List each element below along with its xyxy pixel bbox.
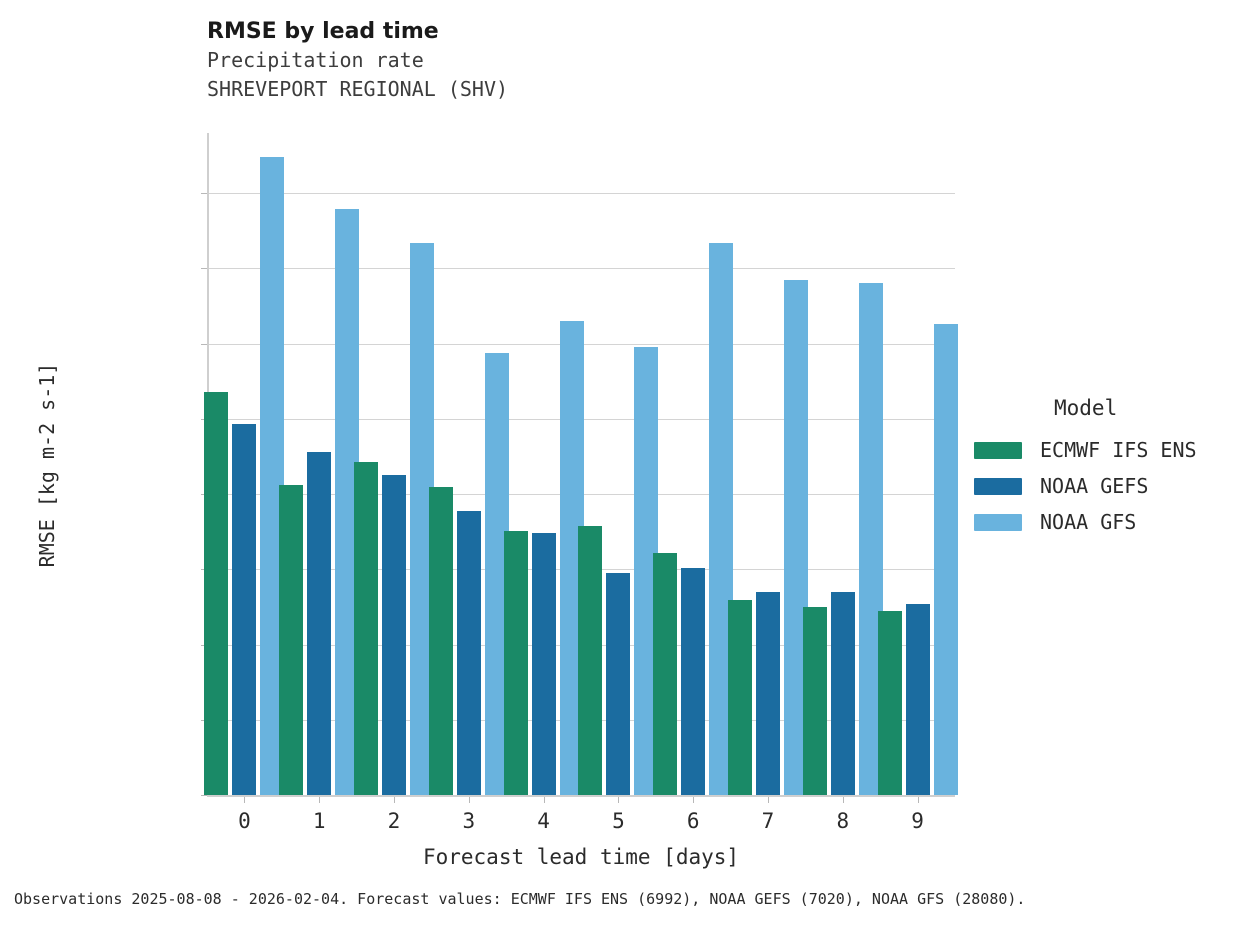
x-tick-mark — [917, 797, 919, 803]
legend-item-noaa-gfs[interactable]: NOAA GFS — [974, 504, 1244, 540]
x-tick-label: 6 — [686, 809, 700, 833]
x-tick-label: 0 — [238, 809, 251, 833]
bar-ecmwf-ifs-ens-lead-9 — [877, 611, 902, 795]
x-tick-label: 2 — [387, 809, 401, 833]
legend-swatch-icon — [974, 513, 1022, 531]
subtitle-station: SHREVEPORT REGIONAL (SHV) — [207, 77, 509, 101]
legend-swatch-icon — [974, 441, 1022, 459]
bar-ecmwf-ifs-ens-lead-4 — [503, 530, 528, 795]
x-tick-mark — [244, 797, 246, 803]
y-tick-mark — [201, 644, 207, 646]
x-tick-mark — [543, 797, 545, 803]
x-tick-label: 7 — [761, 809, 775, 833]
x-tick-label: 5 — [612, 809, 625, 833]
bar-ecmwf-ifs-ens-lead-6 — [653, 553, 678, 795]
bar-ecmwf-ifs-ens-lead-8 — [802, 606, 827, 795]
y-tick-mark — [201, 569, 207, 571]
footer-note: Observations 2025-08-08 - 2026-02-04. Fo… — [14, 890, 1026, 908]
bar-ecmwf-ifs-ens-lead-2 — [354, 462, 378, 795]
bar-noaa-gefs-lead-9 — [905, 604, 930, 795]
y-tick-mark — [201, 193, 207, 195]
x-tick-mark — [693, 797, 695, 803]
bar-ecmwf-ifs-ens-lead-3 — [428, 487, 453, 795]
y-gridline — [209, 268, 955, 270]
y-axis-title: RMSE [kg m-2 s-1] — [35, 362, 59, 568]
x-tick-mark — [842, 797, 844, 803]
bar-noaa-gefs-lead-6 — [681, 567, 706, 795]
x-axis-line — [207, 795, 955, 797]
chart-header: RMSE by lead time Precipitation rate SHR… — [207, 18, 508, 104]
bar-ecmwf-ifs-ens-lead-1 — [279, 484, 304, 795]
bar-ecmwf-ifs-ens-lead-5 — [578, 525, 603, 795]
y-tick-mark — [201, 795, 207, 796]
x-tick-label: 3 — [462, 809, 476, 833]
y-tick-mark — [201, 494, 207, 496]
bar-noaa-gefs-lead-2 — [382, 475, 406, 795]
bar-noaa-gefs-lead-4 — [531, 532, 556, 795]
legend-swatch-icon — [974, 477, 1022, 495]
x-tick-label: 4 — [537, 809, 550, 833]
x-tick-mark — [768, 797, 769, 803]
legend-rows: ECMWF IFS ENS NOAA GEFS NOAA GFS — [974, 432, 1244, 540]
chart-plot-area: RMSE [kg m-2 s-1] Forecast lead time [da… — [35, 133, 958, 869]
bar-noaa-gfs-lead-9 — [933, 323, 958, 795]
bar-noaa-gefs-lead-8 — [830, 591, 855, 795]
x-tick-mark — [468, 797, 470, 803]
y-tick-mark — [201, 343, 207, 345]
legend-item-label: NOAA GFS — [1040, 510, 1137, 534]
legend-item-ecmwf-ifs-ens[interactable]: ECMWF IFS ENS — [974, 432, 1244, 468]
legend-item-label: NOAA GEFS — [1040, 474, 1149, 498]
y-tick-mark — [201, 719, 207, 721]
page-title: RMSE by lead time — [207, 19, 439, 44]
legend-item-noaa-gefs[interactable]: NOAA GEFS — [974, 468, 1244, 504]
bar-noaa-gefs-lead-3 — [456, 511, 481, 795]
bar-ecmwf-ifs-ens-lead-7 — [728, 600, 752, 795]
bar-noaa-gefs-lead-5 — [606, 573, 631, 795]
y-gridline — [209, 193, 955, 195]
x-tick-mark — [319, 797, 321, 803]
x-tick-mark — [394, 797, 395, 803]
legend-title: Model — [1054, 396, 1118, 420]
bar-ecmwf-ifs-ens-lead-0 — [204, 392, 229, 795]
x-tick-label: 1 — [312, 809, 326, 833]
y-tick-mark — [201, 268, 207, 270]
bar-noaa-gefs-lead-7 — [756, 591, 780, 795]
y-tick-mark — [201, 418, 207, 420]
subtitle-variable: Precipitation rate — [207, 48, 424, 72]
legend: Model ECMWF IFS ENS NOAA GEFS NOAA GFS — [974, 396, 1244, 540]
x-tick-mark — [618, 797, 620, 803]
x-tick-label: 9 — [911, 809, 924, 833]
legend-item-label: ECMWF IFS ENS — [1040, 438, 1197, 462]
x-axis-title: Forecast lead time [days] — [422, 845, 740, 869]
bar-noaa-gefs-lead-0 — [232, 424, 257, 795]
bar-noaa-gefs-lead-1 — [307, 451, 332, 795]
x-tick-label: 8 — [836, 809, 850, 833]
